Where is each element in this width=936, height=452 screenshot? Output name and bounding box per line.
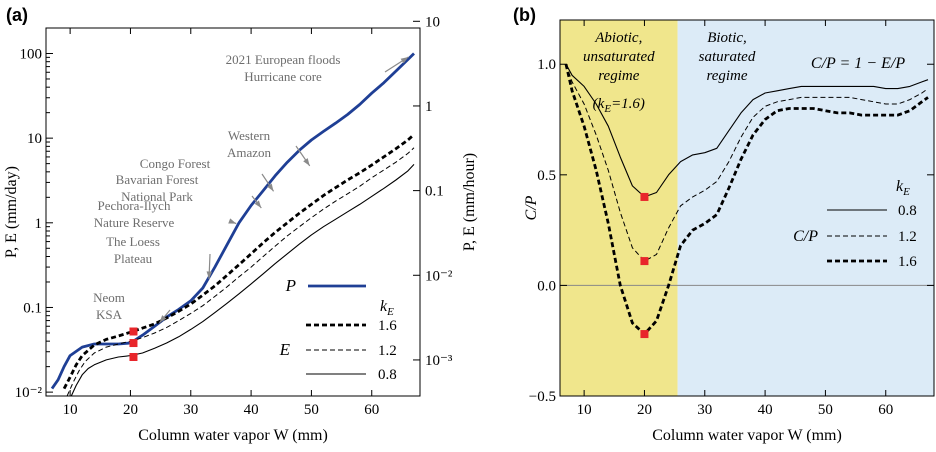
y-tick-label-right-a: 10⁻³: [425, 353, 453, 369]
y-tick-label-b: 0.0: [537, 278, 556, 294]
x-tick-label-b: 20: [637, 402, 652, 418]
y-tick-label-left-a: 0.1: [23, 300, 42, 316]
x-tick-label-b: 60: [878, 402, 893, 418]
regime-sublabel-part: (k: [593, 96, 605, 112]
legend-cp-label-b: C/P: [793, 228, 818, 245]
annotation-arrowhead-a: [254, 200, 262, 209]
legend-k-label-b: kE: [896, 178, 910, 198]
legend-k-subscript-b: E: [902, 186, 910, 198]
legend-entry-b: 0.8: [898, 203, 917, 219]
y-tick-label-left-a: 10: [27, 131, 42, 147]
annotation-text-a: National Park: [121, 189, 193, 204]
x-tick-label-b: 10: [577, 402, 592, 418]
series-line-a-e-0.8: [70, 164, 415, 397]
legend-p-label-a: P: [285, 276, 296, 295]
x-axis-label-b: Column water vapor W (mm): [652, 427, 842, 444]
annotation-arrowhead-a: [206, 271, 213, 279]
annotation-text-a: Plateau: [114, 251, 153, 266]
legend-entry-a: 0.8: [378, 367, 397, 383]
annotation-text-a: Nature Reserve: [94, 215, 175, 230]
annotation-arrowhead-a: [400, 56, 409, 64]
legend-entry-a: 1.6: [378, 318, 397, 334]
legend-entry-b: 1.6: [898, 254, 917, 270]
y-tick-label-right-a: 0.1: [425, 184, 444, 200]
legend-k-label-a: kE: [380, 298, 394, 318]
y-tick-label-left-a: 10⁻²: [15, 385, 43, 401]
equation-label: C/P = 1 − E/P: [811, 55, 905, 72]
annotation-text-a: KSA: [96, 307, 123, 322]
series-line-b-1.6: [564, 63, 929, 336]
red-marker-b: [640, 330, 649, 339]
y-tick-label-right-a: 10: [425, 14, 440, 30]
red-marker-a: [129, 352, 138, 361]
annotation-text-a: Western: [228, 128, 271, 143]
regime-label-biotic: saturated: [699, 49, 756, 65]
x-tick-label-b: 40: [758, 402, 773, 418]
x-tick-label-b: 50: [818, 402, 833, 418]
y-tick-label-b: 0.5: [537, 168, 556, 184]
series-line-b-1.2: [565, 64, 929, 262]
legend-entry-a: 1.2: [378, 343, 397, 359]
y-axis-label-right-a: P, E (mm/hour): [461, 153, 478, 251]
y-tick-label-right-a: 1: [425, 99, 433, 115]
x-tick-label-a: 50: [304, 402, 319, 418]
y-tick-label-left-a: 1: [35, 216, 43, 232]
annotation-text-a: Hurricane core: [244, 69, 322, 84]
annotation-text-a: The Loess: [106, 234, 160, 249]
annotation-text-a: Amazon: [227, 145, 272, 160]
annotation-text-a: Congo Forest: [140, 156, 211, 171]
x-tick-label-a: 30: [183, 402, 198, 418]
regime-sublabel-subscript: E: [603, 103, 611, 115]
regime-label-abiotic: unsaturated: [583, 49, 655, 65]
legend-k-symbol-a: k: [380, 298, 388, 315]
annotation-arrowhead-a: [267, 183, 274, 192]
x-tick-label-a: 20: [123, 402, 138, 418]
annotation-text-a: Pechora-Ilych: [98, 198, 171, 213]
regime-label-biotic: regime: [706, 68, 747, 84]
legend-k-symbol-b: k: [896, 178, 904, 195]
annotation-text-a: 2021 European floods: [226, 52, 341, 67]
x-tick-label-a: 60: [364, 402, 379, 418]
annotation-arrowhead-a: [303, 158, 310, 166]
y-tick-label-b: −0.5: [529, 389, 556, 405]
series-line-a-e-1.2: [66, 147, 415, 397]
annotation-arrowhead-a: [159, 315, 167, 323]
red-marker-b: [640, 257, 649, 266]
panel-b: (b)Abiotic,unsaturatedregime(kE=1.6)Biot…: [513, 5, 935, 444]
annotation-text-a: Bavarian Forest: [116, 172, 199, 187]
regime-sublabel-part: =1.6): [611, 96, 645, 112]
y-tick-label-left-a: 100: [20, 46, 43, 62]
plot-frame-b: [559, 19, 935, 397]
regime-sublabel-abiotic: (kE=1.6): [593, 96, 645, 115]
annotation-arrowhead-a: [228, 218, 237, 224]
red-marker-a: [129, 339, 138, 348]
panel-label-a: (a): [6, 5, 28, 25]
y-axis-label-b: C/P: [523, 195, 540, 220]
x-tick-label-a: 40: [244, 402, 259, 418]
x-tick-label-b: 30: [697, 402, 712, 418]
regime-label-abiotic: Abiotic,: [594, 30, 642, 46]
y-tick-label-b: 1.0: [537, 57, 556, 73]
legend-k-subscript-a: E: [386, 306, 394, 318]
x-tick-label-a: 10: [63, 402, 78, 418]
x-axis-label-a: Column water vapor W (mm): [138, 427, 328, 444]
legend-entry-b: 1.2: [898, 229, 917, 245]
regime-label-biotic: Biotic,: [707, 30, 747, 46]
series-line-a-e-1.6: [62, 133, 415, 390]
panel-label-b: (b): [513, 5, 536, 25]
annotation-text-a: Neom: [93, 290, 125, 305]
series-line-b-0.8: [565, 63, 929, 198]
y-axis-label-left-a: P, E (mm/day): [3, 166, 20, 258]
plot-frame-a: [45, 27, 421, 397]
panel-a: (a) 10 20 30 40 50 60 10⁻² 0.1 1 10 100 10⁻³ 10⁻² 0.1 1…: [3, 5, 478, 444]
y-tick-label-right-a: 10⁻²: [425, 268, 453, 284]
red-marker-a: [129, 327, 138, 336]
legend-e-label-a: E: [279, 340, 291, 359]
red-marker-b: [640, 192, 649, 201]
regime-label-abiotic: regime: [598, 68, 639, 84]
